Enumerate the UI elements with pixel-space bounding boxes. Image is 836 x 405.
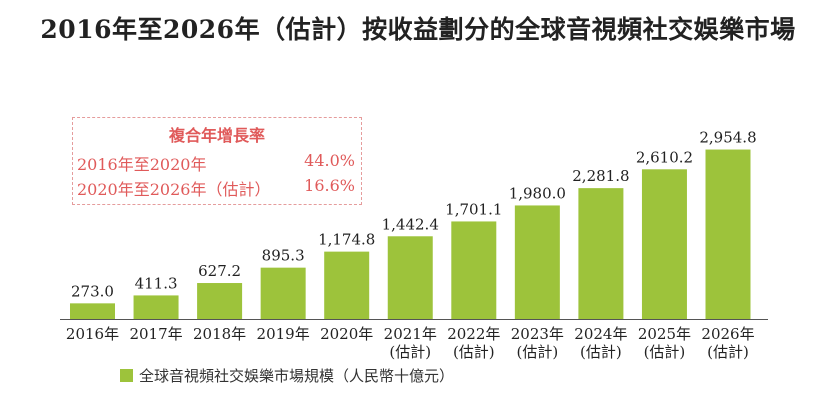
cagr-value: 44.0% (304, 151, 355, 170)
x-tick-label: 2017年 (129, 325, 182, 343)
data-label: 895.3 (262, 247, 305, 265)
legend-label: 全球音視頻社交娛樂市場規模（人民幣十億元） (139, 367, 455, 385)
x-tick-label: 2018年 (193, 325, 246, 343)
x-tick-label: 2019年 (257, 325, 310, 343)
x-tick-label: (估計) (707, 343, 749, 361)
x-tick-label: 2023年 (511, 325, 564, 343)
x-tick-label: 2024年 (574, 325, 627, 343)
legend: 全球音視頻社交娛樂市場規模（人民幣十億元） (120, 365, 454, 386)
bar (514, 205, 560, 319)
cagr-period-label: 2016年至2020年 (77, 155, 207, 174)
x-tick-label: (估計) (389, 343, 431, 361)
data-label: 627.2 (198, 262, 241, 280)
data-label: 411.3 (135, 274, 178, 292)
data-label: 1,442.4 (382, 215, 439, 233)
data-label: 2,281.8 (572, 167, 629, 185)
x-tick-label: 2016年 (66, 325, 119, 343)
x-tick-label: (估計) (644, 343, 686, 361)
x-tick-label: 2025年 (638, 325, 691, 343)
x-tick-label: 2020年 (320, 325, 373, 343)
chart-title: 2016年至2026年（估計）按收益劃分的全球音視頻社交娛樂市場 (40, 15, 796, 44)
bar (260, 267, 306, 319)
data-label: 1,174.8 (318, 231, 375, 249)
x-tick-label: (估計) (516, 343, 558, 361)
x-tick-label: 2022年 (447, 325, 500, 343)
legend-swatch (120, 369, 133, 382)
cagr-period-label: 2020年至2026年（估計） (77, 180, 271, 199)
bar (705, 149, 751, 319)
bar (324, 251, 370, 319)
x-tick-label: (估計) (453, 343, 495, 361)
bar (451, 221, 497, 319)
x-tick-label: (估計) (580, 343, 622, 361)
bar (70, 303, 115, 319)
data-label: 2,610.2 (636, 148, 693, 166)
bar (133, 295, 179, 319)
bar (578, 188, 624, 319)
bar (387, 236, 433, 319)
cagr-value: 16.6% (304, 176, 355, 195)
data-label: 1,701.1 (445, 200, 502, 218)
data-label: 2,954.8 (699, 129, 756, 147)
bar (197, 283, 243, 319)
bar (641, 169, 687, 319)
x-tick-label: 2021年 (384, 325, 437, 343)
cagr-title: 複合年增長率 (168, 126, 265, 145)
data-label: 1,980.0 (509, 184, 566, 202)
cagr-box: 複合年增長率 2016年至2020年 44.0% 2020年至2026年（估計）… (72, 117, 362, 205)
data-label: 273.0 (71, 282, 114, 300)
x-tick-label: 2026年 (701, 325, 754, 343)
